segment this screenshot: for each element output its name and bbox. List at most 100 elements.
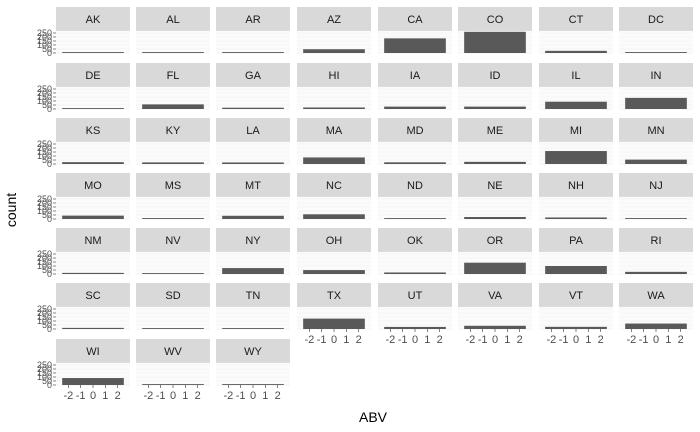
y-tick-label: 200 — [37, 198, 52, 208]
y-tick-label: 50 — [42, 44, 52, 54]
facet-panel-tx: TX — [297, 283, 371, 330]
facet-panel-nh: NH — [539, 173, 613, 220]
facet-strip — [619, 283, 693, 307]
facet-label: MT — [245, 180, 261, 192]
facet-plot-area — [136, 142, 210, 164]
facet-strip — [56, 173, 130, 197]
facet-plot-area — [297, 197, 371, 219]
histogram-bar — [222, 52, 284, 53]
x-tick-label: -2 — [465, 334, 475, 346]
x-tick-label: -2 — [546, 334, 556, 346]
facet-plot-area — [216, 142, 290, 164]
histogram-bar — [545, 266, 607, 274]
x-axis-wi: -2 -1 0 1 2 — [63, 385, 121, 402]
y-tick-label: 150 — [37, 147, 52, 157]
facet-strip — [619, 63, 693, 87]
facet-strip — [216, 173, 290, 197]
facet-strip — [136, 118, 210, 142]
facet-panel-ca: CA — [378, 7, 452, 54]
facet-panel-vt: VT — [539, 283, 613, 330]
facet-panel-ma: MA — [297, 118, 371, 165]
facet-strip — [619, 7, 693, 31]
facet-strip — [297, 118, 371, 142]
histogram-bar — [62, 215, 124, 219]
x-tick-label: -2 — [143, 390, 153, 402]
x-tick-label: 2 — [275, 390, 281, 402]
facet-label: OK — [407, 235, 424, 247]
histogram-bar — [464, 106, 526, 109]
facet-label: RI — [651, 235, 662, 247]
x-tick-label: 2 — [356, 334, 362, 346]
facet-panel-sd: SD — [136, 283, 210, 330]
facet-plot-area — [216, 197, 290, 219]
y-tick-label: 150 — [37, 92, 52, 102]
histogram-bar — [62, 162, 124, 164]
facet-plot-area — [136, 87, 210, 109]
facet-label: NM — [84, 235, 101, 247]
histogram-bar — [545, 151, 607, 164]
x-axis-wv: -2 -1 0 1 2 — [143, 385, 201, 402]
facet-label: IL — [571, 70, 580, 82]
x-tick-label: 0 — [653, 334, 659, 346]
histogram-bar — [545, 50, 607, 53]
facet-strip — [458, 228, 532, 252]
x-tick-label: -1 — [478, 334, 488, 346]
y-tick-label: 150 — [37, 202, 52, 212]
facet-label: IA — [410, 70, 421, 82]
facet-label: FL — [167, 70, 180, 82]
facet-label: DC — [648, 14, 664, 26]
histogram-bar — [62, 272, 124, 274]
facet-label: PA — [569, 235, 584, 247]
y-tick-label: 0 — [47, 380, 52, 390]
facet-plot-area — [378, 197, 452, 219]
histogram-bar — [464, 161, 526, 164]
facet-panel-ms: MS — [136, 173, 210, 220]
histogram-bar — [222, 268, 284, 274]
y-tick-label: 50 — [42, 320, 52, 330]
facet-panel-nc: NC — [297, 173, 371, 220]
facet-label: CO — [487, 14, 504, 26]
x-tick-label: 1 — [343, 334, 349, 346]
facet-plot-area — [378, 87, 452, 109]
facet-strip — [458, 283, 532, 307]
facet-panel-wa: WA — [619, 283, 693, 330]
facet-plot-area — [136, 307, 210, 329]
facet-label: MS — [165, 180, 182, 192]
facet-plot-area — [619, 142, 693, 164]
facet-strip — [378, 228, 452, 252]
x-tick-label: 0 — [250, 390, 256, 402]
facet-plot-area — [378, 252, 452, 274]
y-tick-label: 100 — [37, 261, 52, 271]
facet-strip — [56, 228, 130, 252]
facet-strip — [539, 283, 613, 307]
facet-label: NV — [165, 235, 181, 247]
histogram-bar — [142, 328, 204, 329]
x-axis-wa: -2 -1 0 1 2 — [626, 329, 684, 346]
histogram-bar — [625, 52, 687, 53]
facet-label: WV — [164, 346, 182, 358]
x-tick-label: 0 — [90, 390, 96, 402]
facet-strip — [378, 7, 452, 31]
facet-plot-area — [136, 363, 210, 385]
x-tick-label: -2 — [223, 390, 233, 402]
facet-strip — [56, 339, 130, 363]
histogram-bar — [625, 97, 687, 109]
facet-panel-oh: OH — [297, 228, 371, 275]
histogram-bar — [303, 318, 365, 329]
y-tick-label: 150 — [37, 312, 52, 322]
facet-panel-nd: ND — [378, 173, 452, 220]
facet-label: NE — [487, 180, 502, 192]
facet-label: TX — [327, 290, 342, 302]
facet-strip — [378, 63, 452, 87]
facet-panel-al: AL — [136, 7, 210, 54]
y-tick-label: 200 — [37, 364, 52, 374]
facet-plot-area — [216, 87, 290, 109]
y-tick-label: 50 — [42, 265, 52, 275]
facet-plot-area — [619, 197, 693, 219]
y-tick-label: 50 — [42, 100, 52, 110]
x-tick-label: -1 — [639, 334, 649, 346]
facet-label: NY — [245, 235, 261, 247]
facet-plot-area — [297, 31, 371, 53]
